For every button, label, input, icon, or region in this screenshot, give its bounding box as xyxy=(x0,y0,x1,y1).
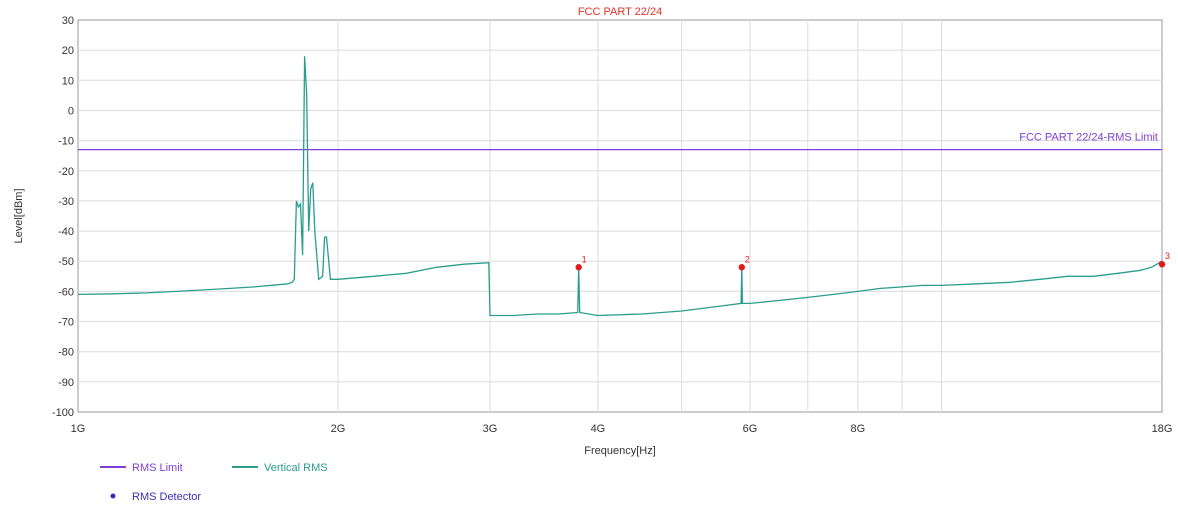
y-tick-label: 30 xyxy=(62,15,74,27)
rms-detector-marker xyxy=(738,264,745,271)
rms-detector-marker xyxy=(1158,261,1166,268)
x-tick-label: 1G xyxy=(71,423,86,435)
y-tick-label: -20 xyxy=(58,166,74,178)
y-tick-labels: 30 20 10 0 -10 -20 -30 -40 -50 -60 -70 -80 -90 -100 xyxy=(52,15,74,419)
grid-lines xyxy=(78,20,1162,412)
chart-title: FCC PART 22/24 xyxy=(578,6,662,18)
series-line-vertical-rms xyxy=(77,56,1163,317)
legend-swatch-dot xyxy=(110,493,116,499)
rms-limit-label: FCC PART 22/24-RMS Limit xyxy=(1019,132,1158,144)
x-tick-label: 4G xyxy=(591,423,606,435)
legend: RMS Limit Vertical RMS RMS Detector xyxy=(100,462,328,503)
x-tick-label: 18G xyxy=(1152,423,1173,435)
x-tick-label: 2G xyxy=(331,423,346,435)
x-tick-label: 3G xyxy=(483,423,498,435)
legend-label: RMS Limit xyxy=(132,462,183,474)
y-tick-label: 0 xyxy=(68,105,74,117)
marker-label: 3 xyxy=(1165,251,1170,261)
plot-area xyxy=(77,19,1163,413)
x-tick-label: 6G xyxy=(743,423,758,435)
legend-label: RMS Detector xyxy=(132,491,201,503)
y-tick-label: -10 xyxy=(58,136,74,148)
marker-label: 2 xyxy=(745,254,750,264)
x-tick-label: 8G xyxy=(851,423,866,435)
y-tick-label: 10 xyxy=(62,75,74,87)
rms-detector-markers: 1 2 3 xyxy=(575,251,1170,271)
legend-label: Vertical RMS xyxy=(264,462,328,474)
y-tick-label: -100 xyxy=(52,407,74,419)
y-tick-label: -30 xyxy=(58,196,74,208)
y-tick-label: -50 xyxy=(58,256,74,268)
y-tick-label: 20 xyxy=(62,45,74,57)
y-tick-label: -60 xyxy=(58,286,74,298)
marker-label: 1 xyxy=(582,254,587,264)
rms-detector-marker xyxy=(575,264,582,271)
y-axis-label: Level[dBm] xyxy=(13,188,25,243)
y-tick-label: -40 xyxy=(58,226,74,238)
y-tick-label: -90 xyxy=(58,377,74,389)
y-tick-label: -80 xyxy=(58,347,74,359)
x-axis-label: Frequency[Hz] xyxy=(584,445,656,457)
x-tick-labels: 1G 2G 3G 4G 6G 8G 18G xyxy=(71,423,1173,435)
y-tick-label: -70 xyxy=(58,317,74,329)
